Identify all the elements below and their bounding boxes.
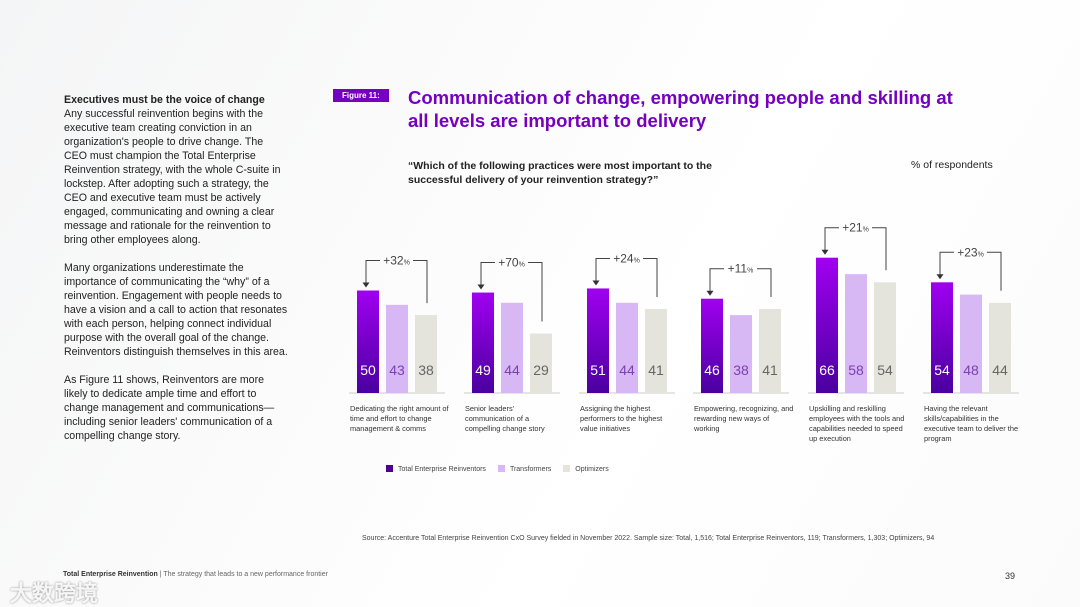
data-label: 29 [533, 362, 549, 378]
section-heading: Executives must be the voice of change [64, 94, 265, 106]
bar [357, 290, 379, 393]
source-note: Source: Accenture Total Enterprise Reinv… [362, 535, 935, 542]
bar [730, 315, 752, 393]
chart-title: Communication of change, empowering peop… [408, 87, 953, 131]
data-label: 54 [877, 362, 893, 378]
page-number: 39 [1005, 571, 1016, 581]
data-label: 54 [934, 362, 950, 378]
arrow-icon [592, 280, 600, 286]
data-label: 48 [963, 362, 979, 378]
category-label: Empowering, recognizing, and rewarding n… [694, 404, 794, 433]
bracket [939, 251, 1002, 291]
survey-question: “Which of the following practices were m… [408, 160, 712, 186]
paragraph: Any successful reinvention begins with t… [64, 108, 281, 246]
paragraph: As Figure 11 shows, Reinventors are more… [64, 374, 275, 442]
y-label: % of respondents [911, 159, 993, 171]
annotation: +11% [728, 262, 754, 276]
bar [472, 292, 494, 393]
arrow-icon [936, 274, 944, 280]
data-label: 49 [475, 362, 491, 378]
annotation: +21% [842, 221, 869, 235]
arrow-icon [362, 282, 370, 288]
body-text: Executives must be the voice of change A… [64, 93, 289, 457]
data-label: 46 [704, 362, 720, 378]
bracket [824, 227, 887, 271]
paragraph: Many organizations underestimate the imp… [64, 262, 288, 358]
category-label: Having the relevant skills/capabilities … [924, 404, 1019, 443]
data-label: 38 [418, 362, 434, 378]
bracket [480, 262, 543, 322]
data-label: 66 [819, 362, 835, 378]
figure-label: Figure 11: [333, 89, 389, 102]
bar [501, 302, 523, 393]
legend-item: Total Enterprise Reinventors [386, 465, 486, 473]
bar [616, 302, 638, 393]
annotation: +32% [383, 254, 410, 268]
bar [989, 302, 1011, 393]
bar [960, 294, 982, 393]
bracket [365, 260, 428, 304]
category-label: Dedicating the right amount of time and … [350, 404, 449, 433]
legend-item: Transformers [497, 465, 551, 473]
bar [701, 298, 723, 393]
bar [931, 282, 953, 393]
annotation: +24% [613, 251, 640, 265]
legend-item: Optimizers [563, 465, 609, 473]
data-label: 51 [590, 362, 606, 378]
data-label: 58 [848, 362, 864, 378]
data-label: 38 [733, 362, 749, 378]
data-label: 44 [504, 362, 520, 378]
bar [816, 257, 838, 393]
footer: Total Enterprise Reinvention | The strat… [63, 571, 328, 578]
data-label: 44 [992, 362, 1008, 378]
data-label: 41 [648, 362, 664, 378]
category-label: Senior leaders' communication of a compe… [465, 404, 545, 433]
bar [874, 282, 896, 393]
bar [415, 315, 437, 393]
arrow-icon [477, 284, 485, 290]
annotation: +23% [957, 245, 984, 259]
bar [845, 274, 867, 393]
legend: Total Enterprise Reinventors Transformer… [386, 465, 609, 473]
bar [759, 308, 781, 393]
data-label: 43 [389, 362, 405, 378]
bar [645, 308, 667, 393]
bar [587, 288, 609, 393]
annotation: +70% [498, 256, 525, 270]
watermark: 大数跨境 [10, 581, 99, 606]
data-label: 41 [762, 362, 778, 378]
category-label: Assigning the highest performers to the … [580, 404, 663, 433]
bracket [595, 257, 658, 297]
bar [530, 333, 552, 393]
bar [386, 304, 408, 393]
category-label: Upskilling and reskilling employees with… [809, 404, 905, 443]
arrow-icon [706, 290, 714, 296]
bracket [709, 268, 772, 297]
data-label: 44 [619, 362, 635, 378]
arrow-icon [821, 249, 829, 255]
data-label: 50 [360, 362, 376, 378]
